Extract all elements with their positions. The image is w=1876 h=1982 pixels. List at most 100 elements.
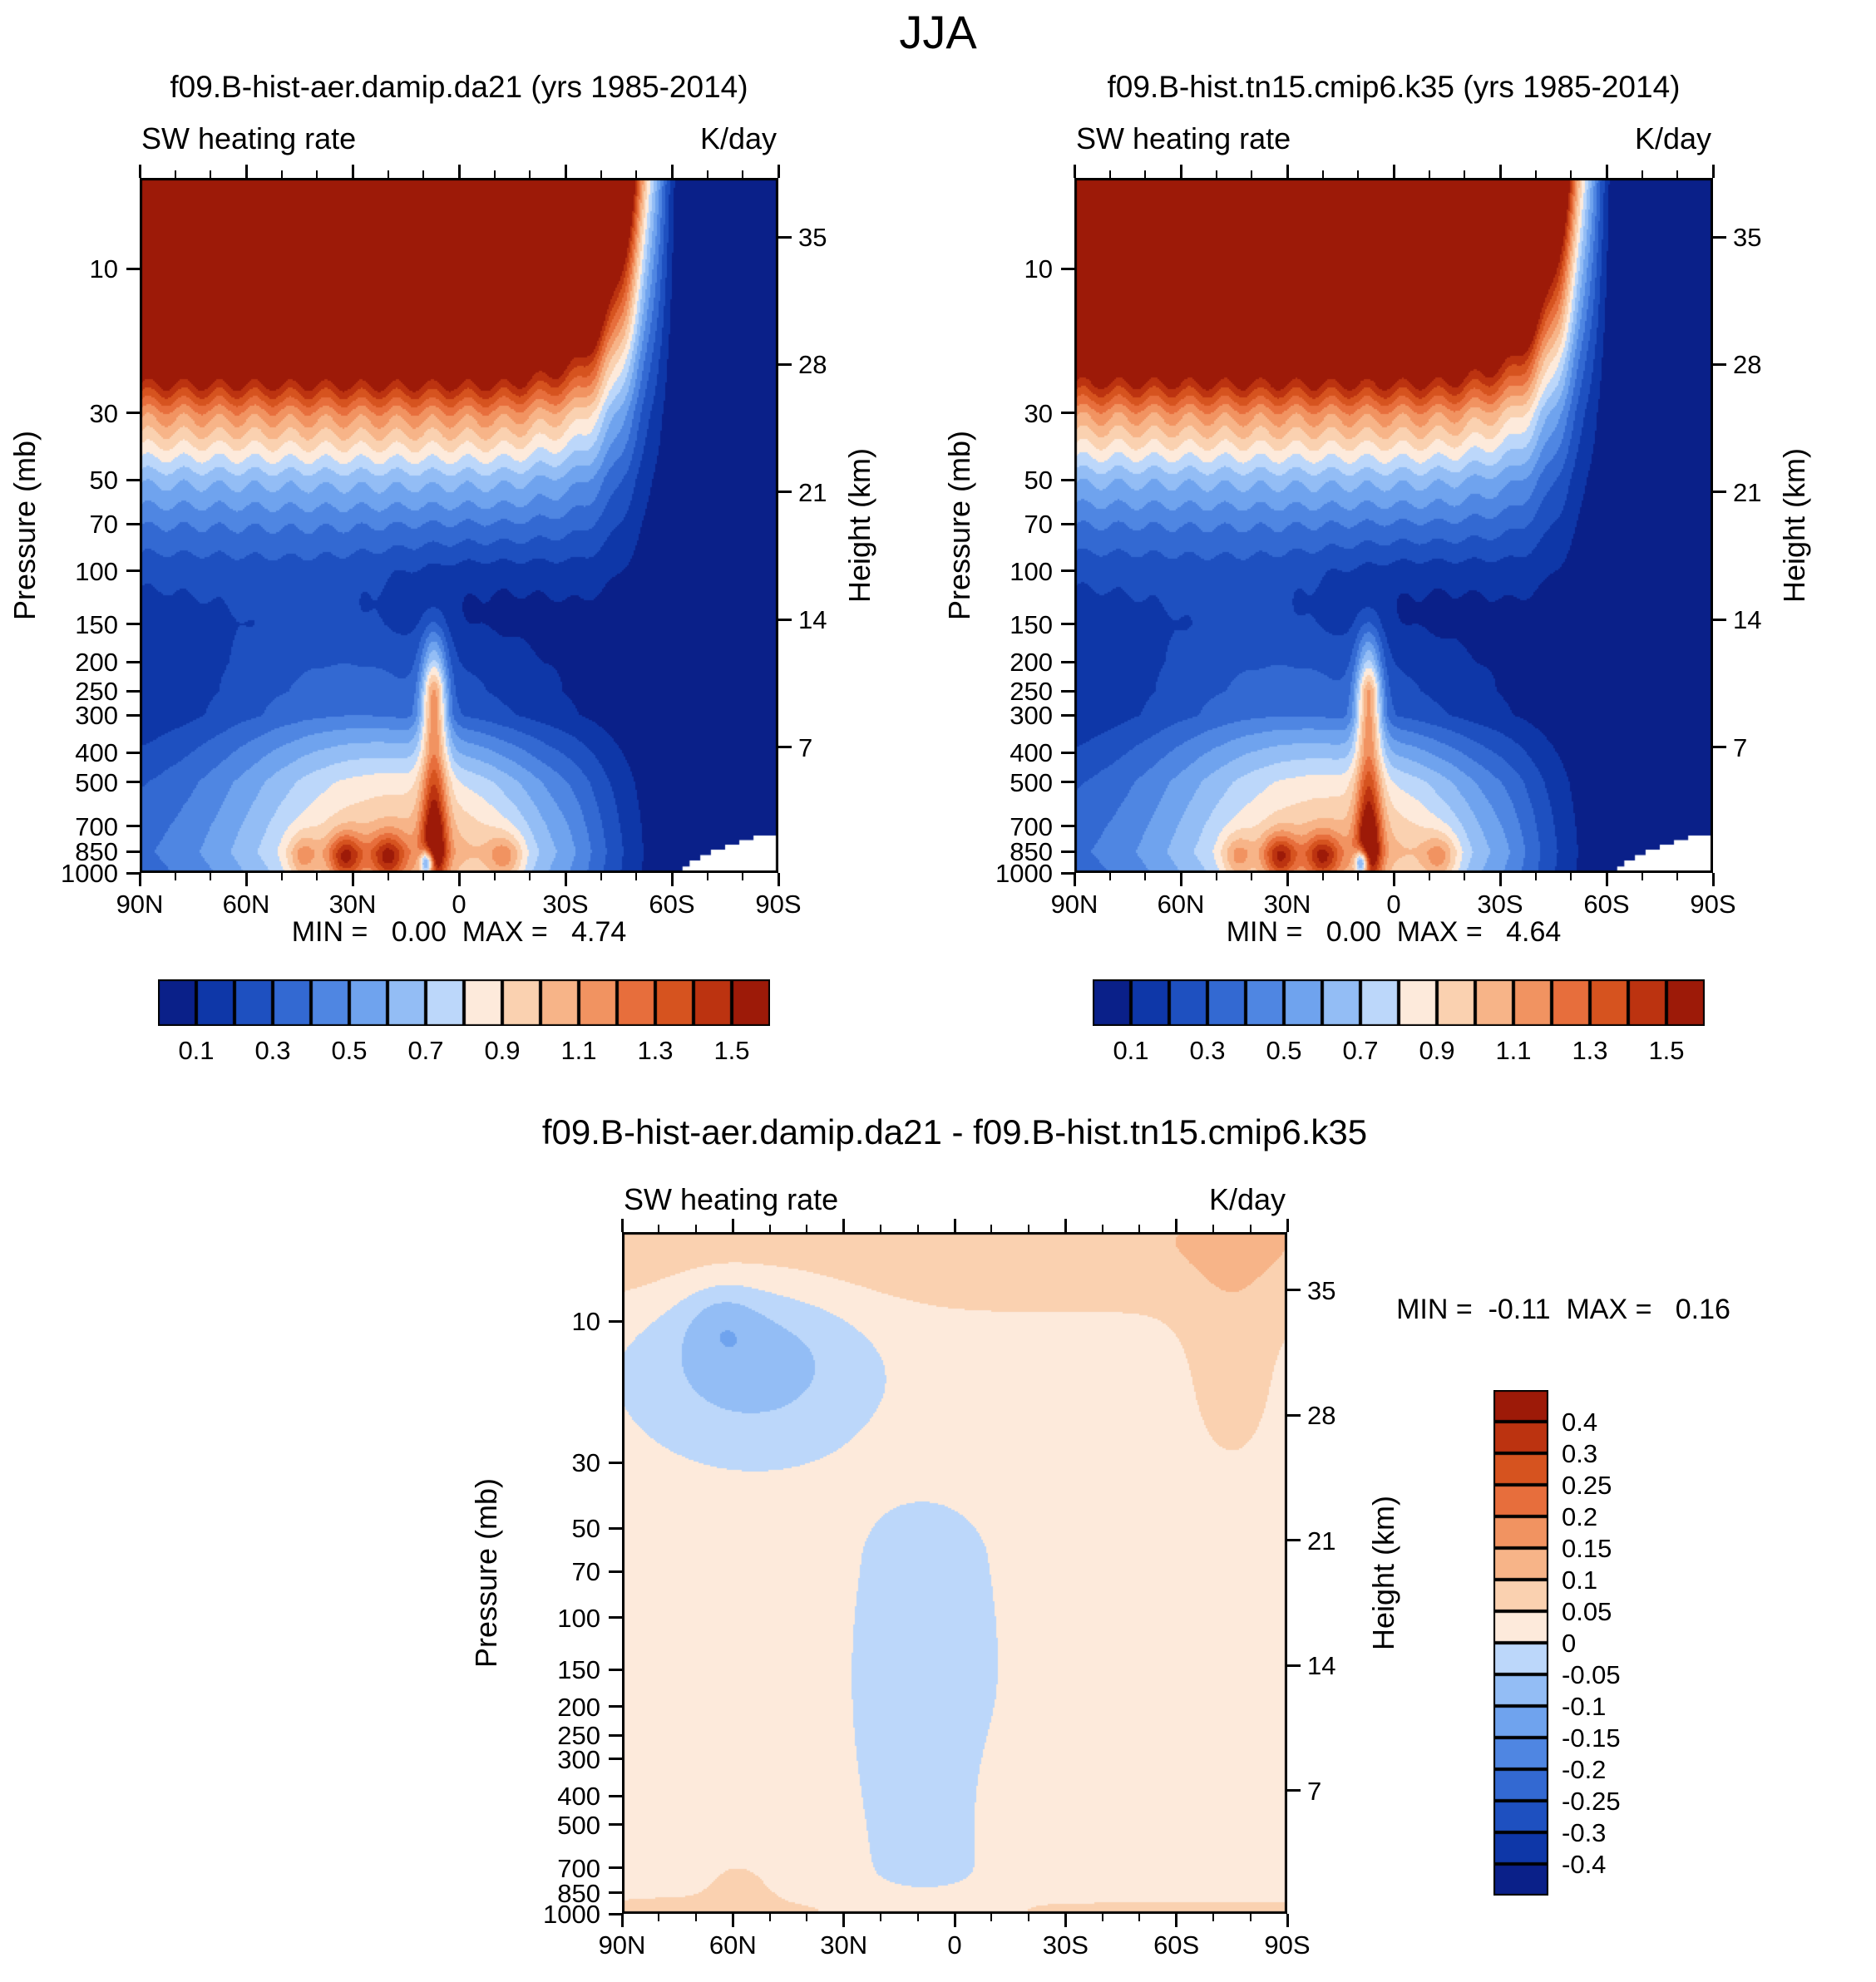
lat-tick: [1144, 873, 1147, 880]
height-tick-label: 14: [1733, 605, 1762, 635]
pressure-tick: [126, 660, 140, 663]
pressure-tick: [1061, 751, 1074, 754]
lat-tick: [1073, 165, 1076, 178]
lat-tick: [387, 873, 389, 880]
lat-tick: [1676, 170, 1679, 178]
pressure-tick: [1061, 850, 1074, 853]
lat-tick: [620, 1914, 624, 1927]
pressure-tick: [609, 1866, 622, 1870]
lat-tick: [620, 1219, 624, 1232]
lat-tick: [953, 1219, 956, 1232]
pressure-tick-label: 250: [557, 1721, 600, 1751]
colorbar-tick-label: 0.5: [331, 1036, 368, 1065]
pressure-tick-label: 500: [75, 767, 118, 797]
lat-tick: [1286, 1914, 1289, 1927]
pressure-tick-label: 50: [89, 466, 118, 496]
height-tick-label: 7: [1307, 1776, 1322, 1806]
colorbar-tick-label: 0.9: [484, 1036, 521, 1065]
pressure-tick-label: 30: [89, 398, 118, 428]
lat-tick: [1321, 170, 1324, 178]
lat-tick: [1286, 165, 1289, 178]
pressure-tick-label: 30: [571, 1448, 600, 1478]
lat-tick: [1357, 170, 1360, 178]
lat-tick: [316, 170, 318, 178]
lat-tick-label: 90S: [1690, 890, 1736, 919]
pressure-tick-label: 150: [557, 1655, 600, 1685]
height-tick-label: 35: [1307, 1275, 1336, 1305]
colorbar-tick-label: -0.2: [1562, 1755, 1607, 1784]
height-tick: [1713, 618, 1726, 621]
lat-tick-label: 0: [1386, 890, 1401, 919]
pressure-tick: [1061, 781, 1074, 784]
units-label-right: K/day: [1634, 121, 1711, 155]
colorbar-tick-label: 0.3: [1562, 1439, 1598, 1468]
pressure-tick-label: 10: [89, 254, 118, 284]
height-tick: [778, 235, 792, 239]
lat-tick-label: 0: [452, 890, 467, 919]
height-tick: [1713, 746, 1726, 749]
height-tick-label: 21: [1733, 477, 1762, 507]
pressure-tick: [1061, 689, 1074, 693]
lat-tick: [1175, 1219, 1178, 1232]
lat-tick: [1027, 1225, 1029, 1232]
pressure-tick: [609, 1616, 622, 1620]
lat-tick: [1428, 873, 1430, 880]
lat-tick-label: 90N: [116, 890, 164, 919]
pressure-tick-label: 1000: [995, 859, 1053, 888]
height-axis-label-diff: Height (km): [1366, 1495, 1400, 1651]
height-tick-label: 7: [798, 732, 813, 762]
lat-tick: [138, 165, 141, 178]
colorbar-tick-label: -0.4: [1562, 1850, 1607, 1879]
lat-tick: [600, 170, 602, 178]
lat-tick-label: 60S: [1583, 890, 1630, 919]
lat-tick: [731, 1219, 734, 1232]
lat-tick: [1251, 170, 1253, 178]
lat-tick: [1641, 170, 1643, 178]
pressure-tick-label: 150: [1010, 609, 1053, 639]
pressure-tick: [126, 689, 140, 693]
lat-tick-label: 60S: [649, 890, 695, 919]
lat-tick-label: 90S: [1264, 1930, 1311, 1960]
pressure-tick-label: 200: [1010, 648, 1053, 678]
lat-tick: [635, 170, 638, 178]
height-tick-label: 35: [1733, 223, 1762, 253]
pressure-tick-label: 500: [1010, 767, 1053, 797]
lat-tick: [635, 873, 638, 880]
lat-tick: [768, 1225, 771, 1232]
pressure-tick-label: 400: [557, 1782, 600, 1812]
lat-tick: [564, 165, 567, 178]
lat-tick: [1464, 873, 1466, 880]
pressure-tick: [609, 1794, 622, 1797]
height-tick: [1713, 362, 1726, 366]
colorbar-tick-label: 0.9: [1419, 1036, 1455, 1065]
colorbar-tick-label: 0: [1562, 1629, 1577, 1658]
pressure-tick-label: 850: [75, 837, 118, 867]
pressure-tick-label: 10: [571, 1307, 600, 1337]
lat-tick: [1570, 873, 1572, 880]
pressure-tick: [1061, 522, 1074, 525]
lat-tick: [1392, 165, 1395, 178]
lat-tick: [1534, 170, 1537, 178]
lat-tick: [1179, 165, 1182, 178]
pressure-tick: [609, 1891, 622, 1895]
panel-title-mean-da21: f09.B-hist-aer.damip.da21 (yrs 1985-2014…: [170, 70, 748, 104]
pressure-tick: [126, 713, 140, 717]
pressure-tick: [126, 478, 140, 481]
colorbar-tick-label: 0.05: [1562, 1597, 1612, 1626]
pressure-tick: [126, 623, 140, 626]
pressure-tick: [126, 522, 140, 525]
colorbar-tick-label: 0.25: [1562, 1471, 1612, 1500]
minmax-text-left: MIN = 0.00 MAX = 4.74: [291, 916, 627, 948]
pressure-tick: [126, 569, 140, 573]
pressure-tick-label: 50: [1024, 466, 1053, 496]
lat-tick: [777, 873, 780, 886]
lat-tick: [990, 1914, 993, 1921]
lat-tick-label: 90S: [755, 890, 802, 919]
height-tick: [1287, 1539, 1301, 1542]
lat-tick: [1108, 873, 1111, 880]
lat-tick: [1064, 1219, 1067, 1232]
lat-tick-label: 30S: [1477, 890, 1523, 919]
colorbar-tick-label: 0.1: [1562, 1565, 1598, 1595]
lat-tick-label: 30N: [820, 1930, 868, 1960]
lat-tick: [387, 170, 389, 178]
